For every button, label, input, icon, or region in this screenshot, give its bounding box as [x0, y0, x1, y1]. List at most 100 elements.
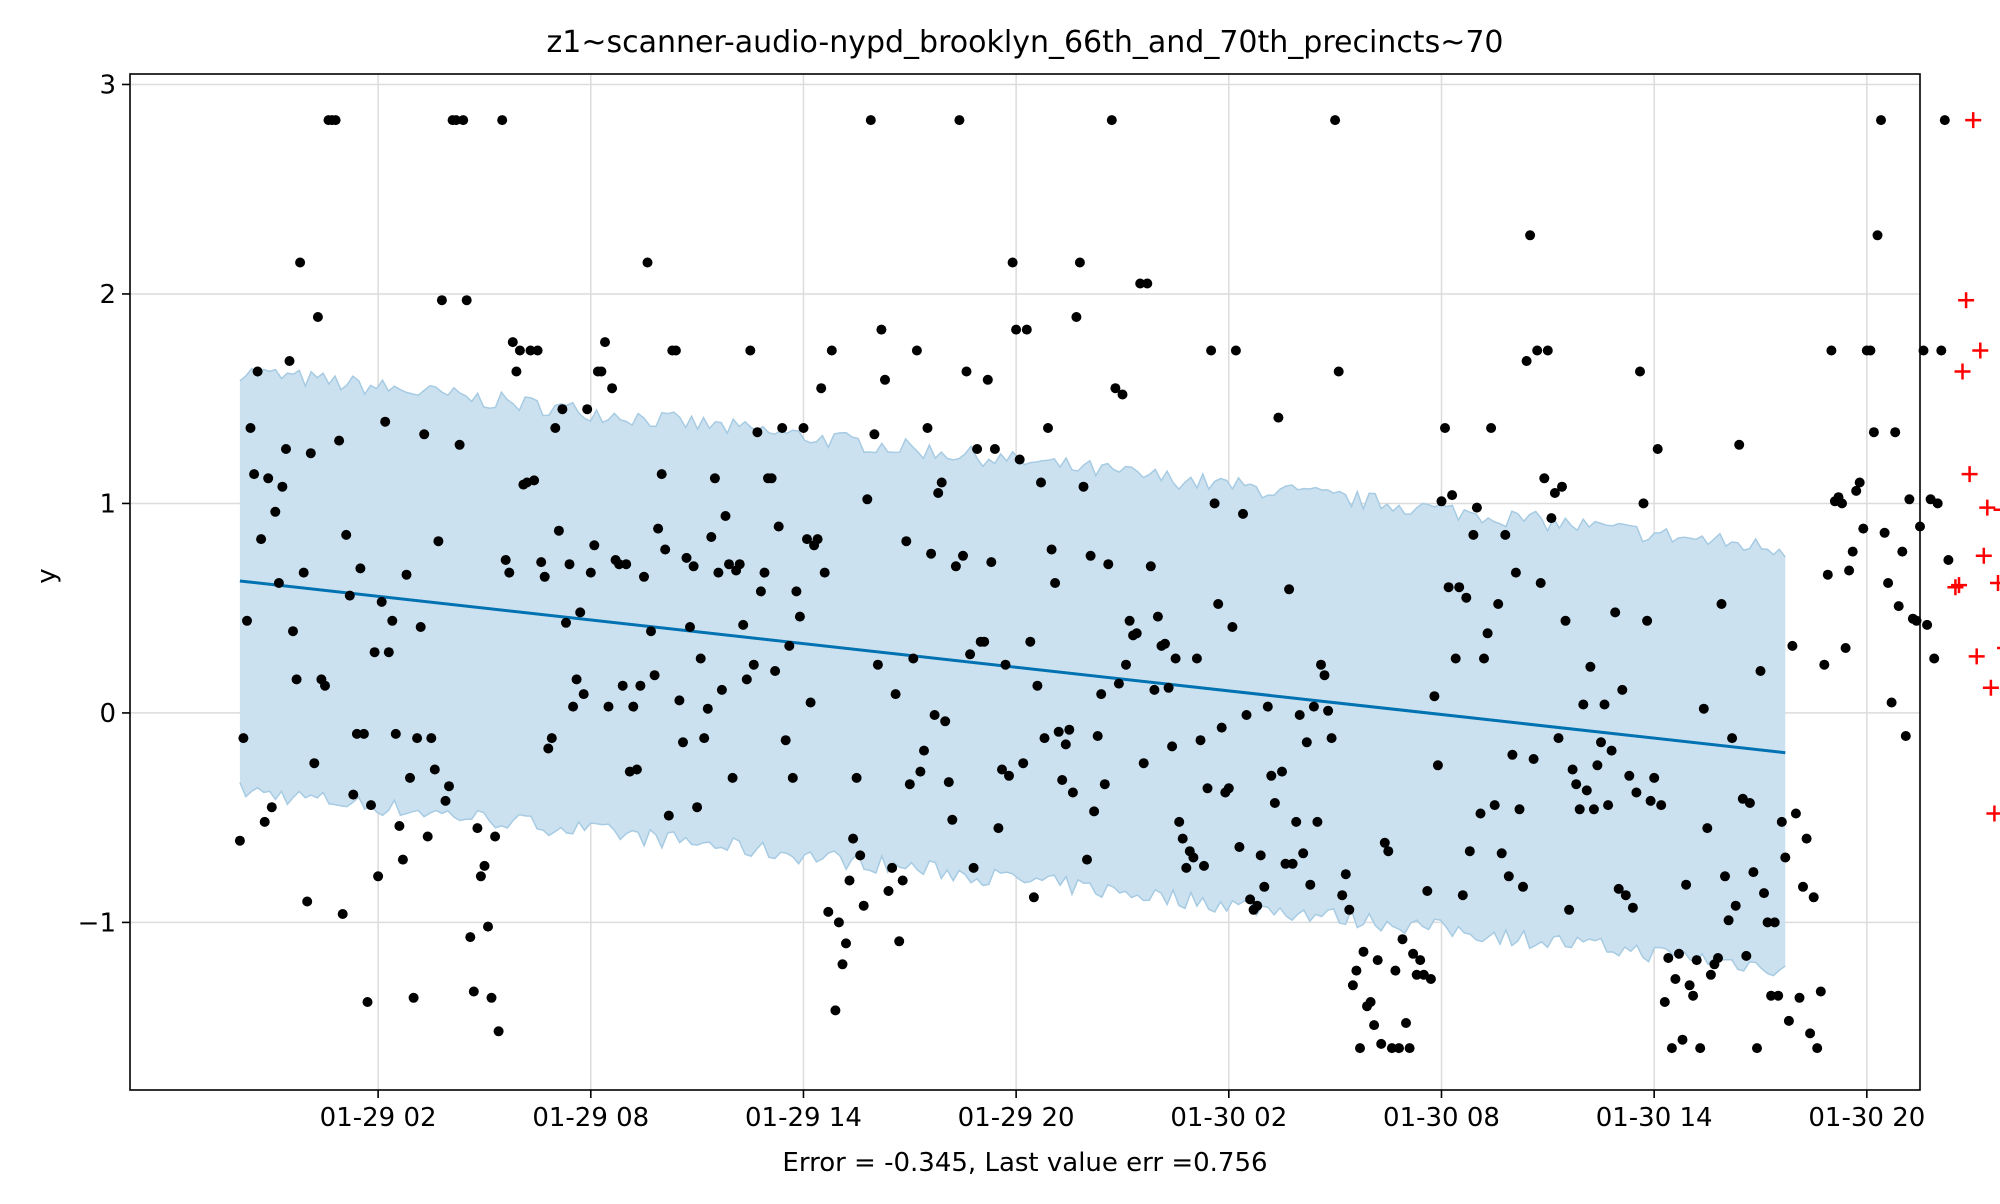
- data-point: [281, 444, 291, 454]
- data-point: [384, 647, 394, 657]
- data-point: [823, 907, 833, 917]
- data-point: [728, 773, 738, 783]
- data-point: [444, 781, 454, 791]
- data-point: [1702, 823, 1712, 833]
- data-point: [1511, 568, 1521, 578]
- data-point: [1688, 991, 1698, 1001]
- data-point: [1181, 863, 1191, 873]
- data-point: [561, 618, 571, 628]
- data-point: [660, 545, 670, 555]
- data-point: [1121, 660, 1131, 670]
- data-point: [1390, 966, 1400, 976]
- data-point: [1153, 612, 1163, 622]
- data-point: [370, 647, 380, 657]
- data-point: [543, 744, 553, 754]
- future-point: [1958, 292, 1974, 308]
- data-point: [954, 115, 964, 125]
- data-point: [834, 917, 844, 927]
- data-point: [926, 549, 936, 559]
- data-point: [1057, 775, 1067, 785]
- data-point: [1252, 901, 1262, 911]
- data-point: [933, 488, 943, 498]
- data-point: [430, 765, 440, 775]
- data-point: [1585, 662, 1595, 672]
- data-point: [1929, 654, 1939, 664]
- data-point: [1188, 853, 1198, 863]
- data-point: [752, 427, 762, 437]
- data-point: [1532, 346, 1542, 356]
- data-point: [1486, 423, 1496, 433]
- data-point: [320, 681, 330, 691]
- data-point: [1841, 643, 1851, 653]
- data-point: [635, 681, 645, 691]
- x-tick-label: 01-29 08: [532, 1103, 649, 1133]
- data-point: [799, 423, 809, 433]
- data-point: [1628, 903, 1638, 913]
- data-point: [1383, 846, 1393, 856]
- data-point: [706, 532, 716, 542]
- data-point: [1529, 754, 1539, 764]
- data-point: [433, 536, 443, 546]
- data-point: [1490, 800, 1500, 810]
- data-point: [1320, 670, 1330, 680]
- data-point: [1008, 258, 1018, 268]
- data-point: [607, 383, 617, 393]
- data-point: [1692, 955, 1702, 965]
- data-point: [1298, 848, 1308, 858]
- data-point: [423, 832, 433, 842]
- data-point: [1242, 710, 1252, 720]
- data-point: [1018, 758, 1028, 768]
- data-point: [1011, 325, 1021, 335]
- data-point: [1791, 809, 1801, 819]
- data-point: [494, 1026, 504, 1036]
- data-point: [1447, 490, 1457, 500]
- data-point: [1596, 737, 1606, 747]
- data-point: [1376, 1039, 1386, 1049]
- data-point: [951, 561, 961, 571]
- uncertainty-band: [240, 369, 1785, 976]
- data-point: [1936, 346, 1946, 356]
- data-point: [547, 733, 557, 743]
- data-point: [1040, 733, 1050, 743]
- data-point: [632, 765, 642, 775]
- data-point: [1103, 559, 1113, 569]
- data-point: [1518, 882, 1528, 892]
- data-point: [1227, 622, 1237, 632]
- data-point: [1273, 413, 1283, 423]
- data-point: [1422, 886, 1432, 896]
- data-point: [1816, 987, 1826, 997]
- data-point: [483, 922, 493, 932]
- data-point: [1064, 725, 1074, 735]
- data-point: [1323, 706, 1333, 716]
- data-point: [1266, 771, 1276, 781]
- data-point: [288, 626, 298, 636]
- data-point: [1001, 660, 1011, 670]
- data-point: [1043, 423, 1053, 433]
- data-point: [1089, 806, 1099, 816]
- future-point: [1955, 364, 1971, 380]
- data-point: [1149, 685, 1159, 695]
- data-point: [1759, 888, 1769, 898]
- data-point: [1940, 115, 1950, 125]
- data-point: [1075, 258, 1085, 268]
- data-point: [1071, 312, 1081, 322]
- data-point: [1578, 700, 1588, 710]
- data-point: [345, 591, 355, 601]
- data-point: [1667, 1043, 1677, 1053]
- data-point: [958, 551, 968, 561]
- data-point: [253, 367, 263, 377]
- data-point: [1348, 980, 1358, 990]
- data-point: [302, 897, 312, 907]
- data-point: [1883, 578, 1893, 588]
- data-point: [1610, 607, 1620, 617]
- data-point: [391, 729, 401, 739]
- future-point: [1969, 648, 1985, 664]
- data-point: [536, 557, 546, 567]
- y-axis-label: y: [32, 568, 62, 583]
- data-point: [1600, 700, 1610, 710]
- data-point: [295, 258, 305, 268]
- data-point: [277, 482, 287, 492]
- data-point: [270, 507, 280, 517]
- data-point: [557, 404, 567, 414]
